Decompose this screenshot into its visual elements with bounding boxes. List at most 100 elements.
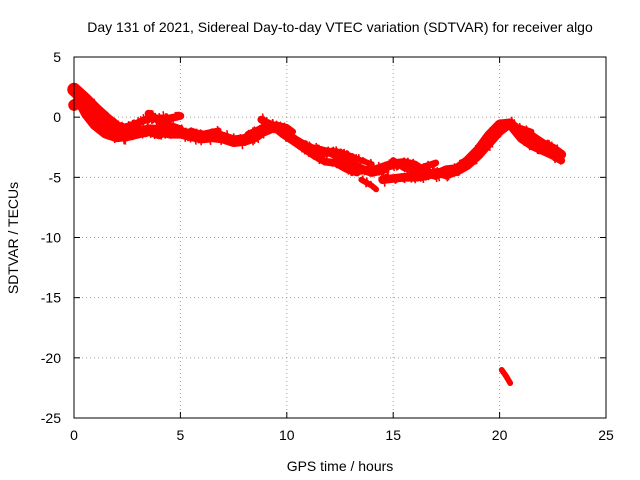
data-point	[109, 121, 112, 128]
data-point	[403, 157, 406, 161]
data-point	[559, 162, 562, 165]
data-point	[353, 162, 357, 166]
data-point	[167, 117, 171, 122]
data-point	[287, 132, 290, 138]
data-point	[521, 125, 524, 131]
data-point	[333, 151, 337, 156]
data-point	[343, 148, 346, 155]
data-point	[207, 130, 211, 134]
data-point	[252, 136, 256, 144]
data-point	[284, 125, 288, 131]
data-point	[355, 160, 358, 168]
data-point	[101, 110, 104, 113]
data-point	[464, 161, 467, 169]
data-point	[254, 130, 258, 135]
data-point	[176, 131, 180, 135]
data-point	[165, 123, 168, 128]
data-point	[420, 165, 423, 172]
data-point	[416, 178, 419, 182]
data-point	[174, 129, 177, 136]
data-point	[388, 159, 391, 165]
data-point	[134, 124, 137, 128]
data-point	[147, 128, 151, 133]
data-point	[210, 128, 213, 135]
data-point	[345, 149, 349, 154]
data-point	[289, 128, 293, 134]
data-point	[175, 127, 179, 131]
data-point	[231, 138, 235, 141]
data-point	[178, 111, 181, 117]
data-layer	[67, 82, 567, 386]
data-point	[356, 158, 360, 162]
data-point	[199, 129, 203, 135]
data-point	[157, 134, 160, 140]
data-point	[453, 163, 457, 168]
data-point	[368, 184, 372, 188]
data-point	[542, 146, 546, 152]
data-point	[373, 170, 377, 175]
data-point	[159, 125, 163, 129]
data-point	[425, 163, 429, 169]
data-point	[75, 100, 79, 107]
data-point	[291, 129, 294, 133]
data-point	[147, 119, 151, 124]
data-point	[364, 166, 368, 174]
data-point	[409, 175, 413, 183]
data-point	[384, 161, 387, 170]
data-point	[321, 148, 325, 153]
data-point	[520, 126, 523, 131]
data-point	[107, 121, 111, 125]
data-point	[431, 163, 434, 170]
data-point	[224, 135, 228, 139]
data-point	[154, 119, 157, 124]
data-point	[365, 177, 369, 183]
data-point	[456, 168, 459, 177]
data-point	[169, 126, 172, 132]
y-tick-label: -20	[41, 350, 61, 366]
data-point	[497, 128, 501, 132]
data-point	[518, 130, 522, 136]
data-point	[321, 158, 325, 162]
data-point	[538, 145, 542, 151]
data-point	[180, 129, 184, 134]
data-point	[235, 139, 239, 144]
data-point	[532, 147, 535, 151]
data-point	[173, 117, 176, 121]
data-point	[165, 112, 168, 120]
data-point	[149, 132, 152, 139]
data-point	[302, 145, 305, 150]
data-point	[260, 127, 264, 134]
data-point	[167, 122, 171, 126]
data-point	[498, 119, 502, 123]
data-point	[332, 146, 336, 152]
data-point	[344, 165, 347, 172]
data-point	[360, 159, 364, 163]
data-point	[137, 132, 140, 136]
data-point	[380, 164, 383, 168]
data-point	[223, 133, 227, 140]
data-point	[212, 129, 216, 134]
data-point	[395, 180, 398, 184]
data-point	[332, 156, 335, 161]
data-point	[153, 134, 156, 140]
data-point	[546, 146, 550, 154]
data-point	[496, 130, 499, 136]
data-point	[400, 165, 403, 170]
data-point	[408, 159, 411, 167]
data-point	[338, 162, 342, 166]
data-point	[407, 157, 410, 166]
data-point	[93, 98, 96, 106]
data-point	[309, 152, 313, 158]
data-point	[312, 153, 315, 160]
data-point	[498, 131, 502, 138]
data-point	[336, 148, 340, 154]
data-point	[530, 141, 534, 145]
data-point	[114, 118, 117, 123]
data-point	[190, 127, 193, 133]
data-point	[323, 162, 326, 166]
data-point	[329, 158, 333, 163]
data-point	[234, 143, 237, 147]
data-point	[333, 157, 337, 163]
data-point	[369, 180, 373, 184]
data-point	[162, 111, 165, 119]
